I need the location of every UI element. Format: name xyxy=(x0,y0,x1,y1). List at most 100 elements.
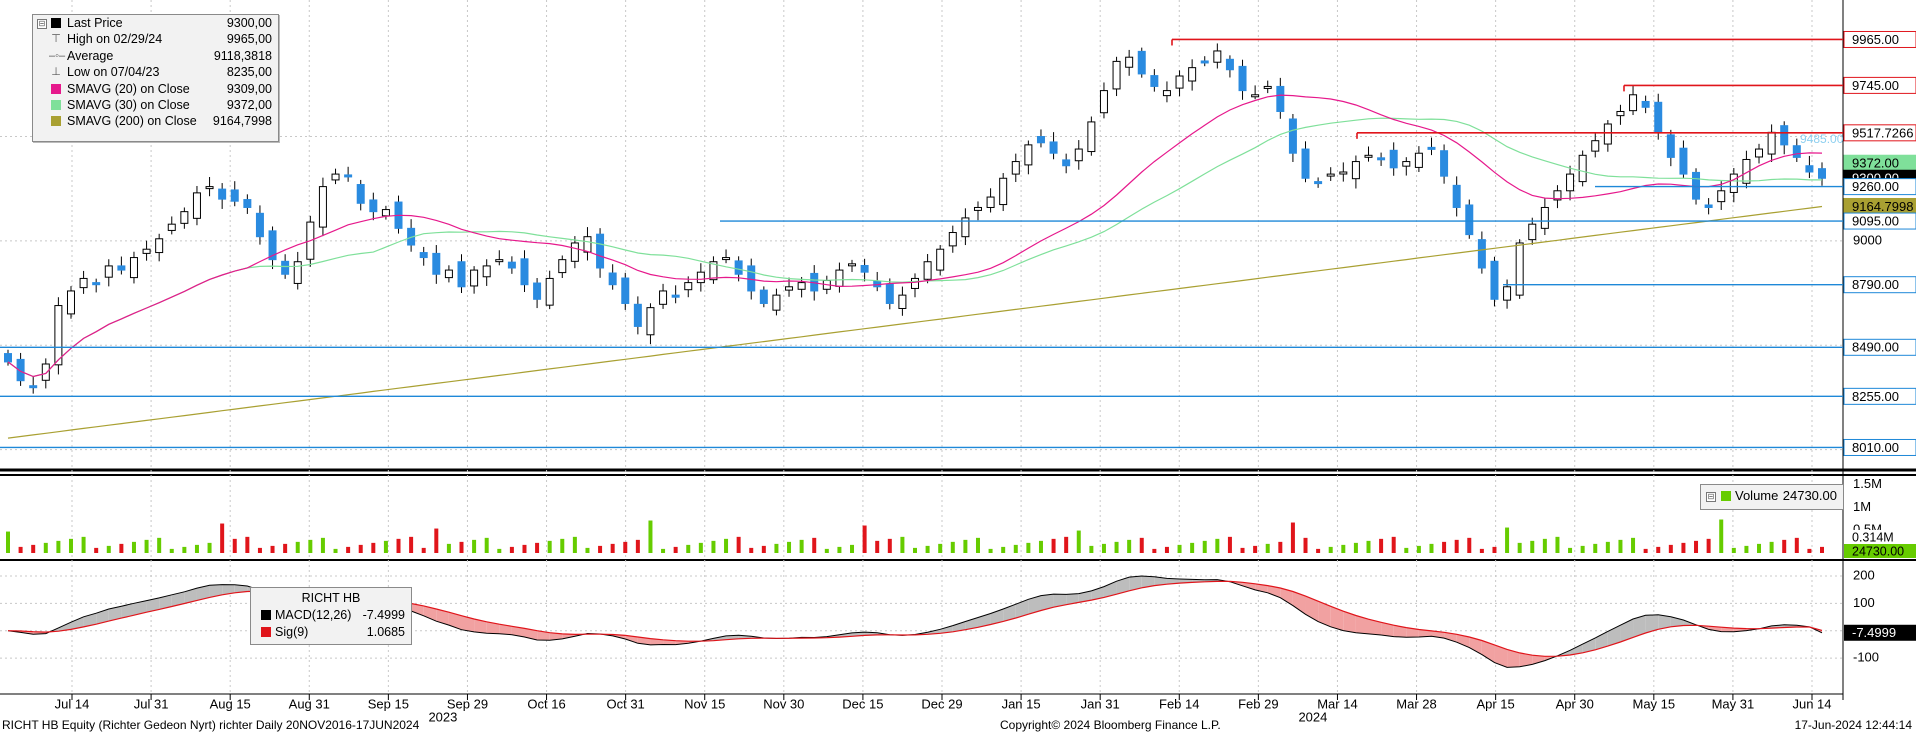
volume-bar xyxy=(1794,537,1799,553)
volume-bar xyxy=(1152,548,1157,553)
price-tag xyxy=(1843,387,1916,405)
volume-bar xyxy=(497,548,502,553)
down-candle xyxy=(1679,147,1688,175)
volume-bar xyxy=(1631,537,1636,553)
down-candle xyxy=(1225,58,1234,71)
macd-fill xyxy=(562,633,575,639)
legend-value: 9118,3818 xyxy=(213,48,272,63)
volume-bar xyxy=(761,545,766,553)
up-candle xyxy=(1755,148,1764,158)
volume-tick-label: 1.5M xyxy=(1853,476,1882,491)
legend-label: SMAVG (30) on Close xyxy=(67,97,190,112)
legend-item[interactable]: –◦– Average 9118,3818 xyxy=(33,48,278,64)
macd-fill xyxy=(499,624,512,635)
legend-item[interactable]: SMAVG (200) on Close 9164,7998 xyxy=(33,113,278,129)
volume-bar xyxy=(812,537,817,553)
down-candle xyxy=(281,260,290,275)
volume-bar xyxy=(598,545,603,553)
legend-item[interactable]: SMAVG (30) on Close 9372,00 xyxy=(33,97,278,113)
year-label: 2024 xyxy=(1298,710,1327,725)
legend-value: 9164,7998 xyxy=(212,114,272,129)
macd-fill xyxy=(58,622,71,632)
up-candle xyxy=(1616,110,1625,117)
up-candle xyxy=(66,290,75,315)
volume-bar xyxy=(68,538,73,553)
price-tag xyxy=(1843,30,1916,48)
up-candle xyxy=(1339,171,1348,175)
volume-tag-label: 0.314M xyxy=(1852,530,1894,544)
macd-tag xyxy=(1844,624,1916,641)
legend-label: Low on 07/04/23 xyxy=(67,65,160,80)
legend-item[interactable]: ⊤ High on 02/29/24 9965,00 xyxy=(33,31,278,47)
legend-item[interactable]: ⊥ Low on 07/04/23 8235,00 xyxy=(33,64,278,80)
down-candle xyxy=(1666,134,1675,158)
volume-bar xyxy=(635,539,640,553)
volume-bar xyxy=(1177,544,1182,553)
volume-bar xyxy=(1744,545,1749,553)
volume-bar xyxy=(1517,542,1522,553)
up-candle xyxy=(835,269,844,287)
candles xyxy=(4,43,1826,394)
up-candle xyxy=(1717,190,1726,203)
x-tick-label: Jan 15 xyxy=(1002,697,1041,712)
macd-fill xyxy=(650,638,664,645)
down-candle xyxy=(885,283,894,304)
volume-legend[interactable]: ⊟ Volume 24730.00 xyxy=(1700,484,1844,510)
down-candle xyxy=(633,303,642,327)
footer-timestamp: 17-Jun-2024 12:44:14 xyxy=(1794,718,1912,732)
up-candle xyxy=(1729,173,1738,193)
macd-fill xyxy=(423,605,437,622)
volume-bar xyxy=(1782,539,1787,553)
x-tick-label: May 15 xyxy=(1632,697,1675,712)
volume-bar xyxy=(1416,545,1421,553)
macd-tick-label: -100 xyxy=(1853,650,1879,665)
volume-bar xyxy=(1391,536,1396,553)
up-candle xyxy=(482,265,491,278)
macd-fill xyxy=(1330,606,1344,631)
down-candle xyxy=(230,189,239,202)
volume-bar xyxy=(1265,543,1270,553)
up-candle xyxy=(1011,161,1020,175)
macd-fill xyxy=(1028,595,1041,615)
down-candle xyxy=(621,277,630,304)
legend-collapse-icon[interactable]: ⊟ xyxy=(37,19,47,29)
price-tag xyxy=(1843,276,1916,294)
up-candle xyxy=(293,261,302,284)
legend-collapse-icon[interactable]: ⊟ xyxy=(1706,492,1716,502)
volume-bar xyxy=(535,542,540,553)
price-tag-label: 9372.00 xyxy=(1852,156,1899,171)
macd-legend-title: RICHT HB xyxy=(301,591,361,605)
down-candle xyxy=(1704,204,1713,208)
price-tag-label: 8010.00 xyxy=(1852,440,1899,455)
up-candle xyxy=(1112,60,1121,90)
down-candle xyxy=(369,199,378,213)
x-tick-label: Feb 14 xyxy=(1159,697,1199,712)
volume-bar xyxy=(1379,538,1384,553)
macd-fill xyxy=(1494,644,1508,668)
macd-legend[interactable]: RICHT HB MACD(12,26) -7.4999 Sig(9) 1.06… xyxy=(250,587,412,645)
volume-bar xyxy=(799,539,804,553)
x-tick-label: Nov 30 xyxy=(763,697,804,712)
up-candle xyxy=(205,186,214,190)
x-tick-label: Apr 15 xyxy=(1476,697,1514,712)
up-candle xyxy=(936,248,945,271)
down-candle xyxy=(1805,165,1814,173)
macd-fill xyxy=(1066,593,1079,605)
macd-fill xyxy=(1607,625,1621,647)
up-candle xyxy=(470,269,479,287)
up-candle xyxy=(1326,173,1335,177)
up-candle xyxy=(722,257,731,261)
volume-bar xyxy=(257,547,262,553)
volume-bar xyxy=(824,548,829,553)
price-tag-label: 9164.7998 xyxy=(1852,199,1913,214)
up-candle xyxy=(999,177,1008,206)
macd-fill xyxy=(1154,576,1167,586)
volume-bar xyxy=(194,544,199,553)
legend-item[interactable]: SMAVG (20) on Close 9309,00 xyxy=(33,81,278,97)
x-tick-label: May 31 xyxy=(1712,697,1755,712)
price-legend[interactable]: ⊟ Last Price 9300,00 ⊤ High on 02/29/24 9965… xyxy=(32,14,279,142)
macd-fill xyxy=(184,588,197,604)
up-candle xyxy=(54,305,63,366)
legend-item[interactable]: Last Price 9300,00 xyxy=(33,15,278,31)
volume-bar xyxy=(975,537,980,553)
